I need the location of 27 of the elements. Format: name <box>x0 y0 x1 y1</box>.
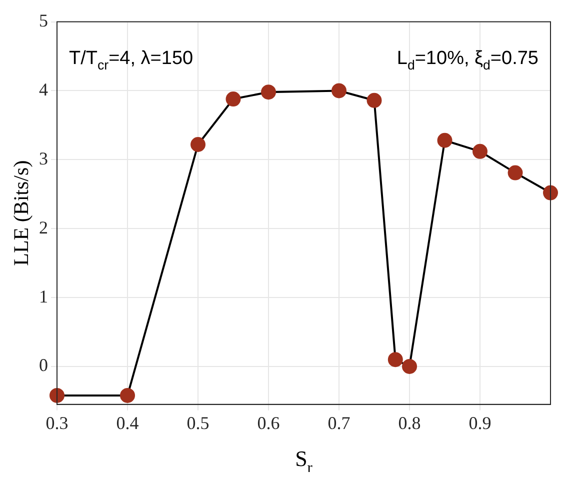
point <box>332 83 346 98</box>
point <box>543 185 558 200</box>
x-tick-label: 0.8 <box>398 412 421 433</box>
x-tick-label: 0.5 <box>186 412 210 433</box>
y-tick-label: 4 <box>39 79 48 100</box>
point <box>402 358 417 374</box>
point <box>120 388 135 403</box>
x-tick-label: 0.6 <box>257 412 280 433</box>
point <box>508 165 523 180</box>
x-tick-label: 0.4 <box>116 412 139 433</box>
x-tick-label: 0.3 <box>46 412 68 433</box>
point <box>388 352 403 368</box>
y-tick-label: 0 <box>39 355 48 376</box>
point <box>437 132 452 148</box>
y-tick-label: 5 <box>39 10 48 31</box>
y-axis-title: LLE (Bits/s) <box>9 160 33 266</box>
y-tick-label: 1 <box>39 286 48 306</box>
point <box>366 92 382 108</box>
point <box>190 137 206 152</box>
point <box>261 84 276 100</box>
point <box>50 388 64 403</box>
point <box>226 92 241 107</box>
y-tick-label: 2 <box>39 217 48 238</box>
point <box>472 144 488 159</box>
y-tick-label: 3 <box>39 148 48 168</box>
x-tick-label: 0.7 <box>328 412 350 433</box>
x-tick-label: 0.9 <box>468 412 492 433</box>
